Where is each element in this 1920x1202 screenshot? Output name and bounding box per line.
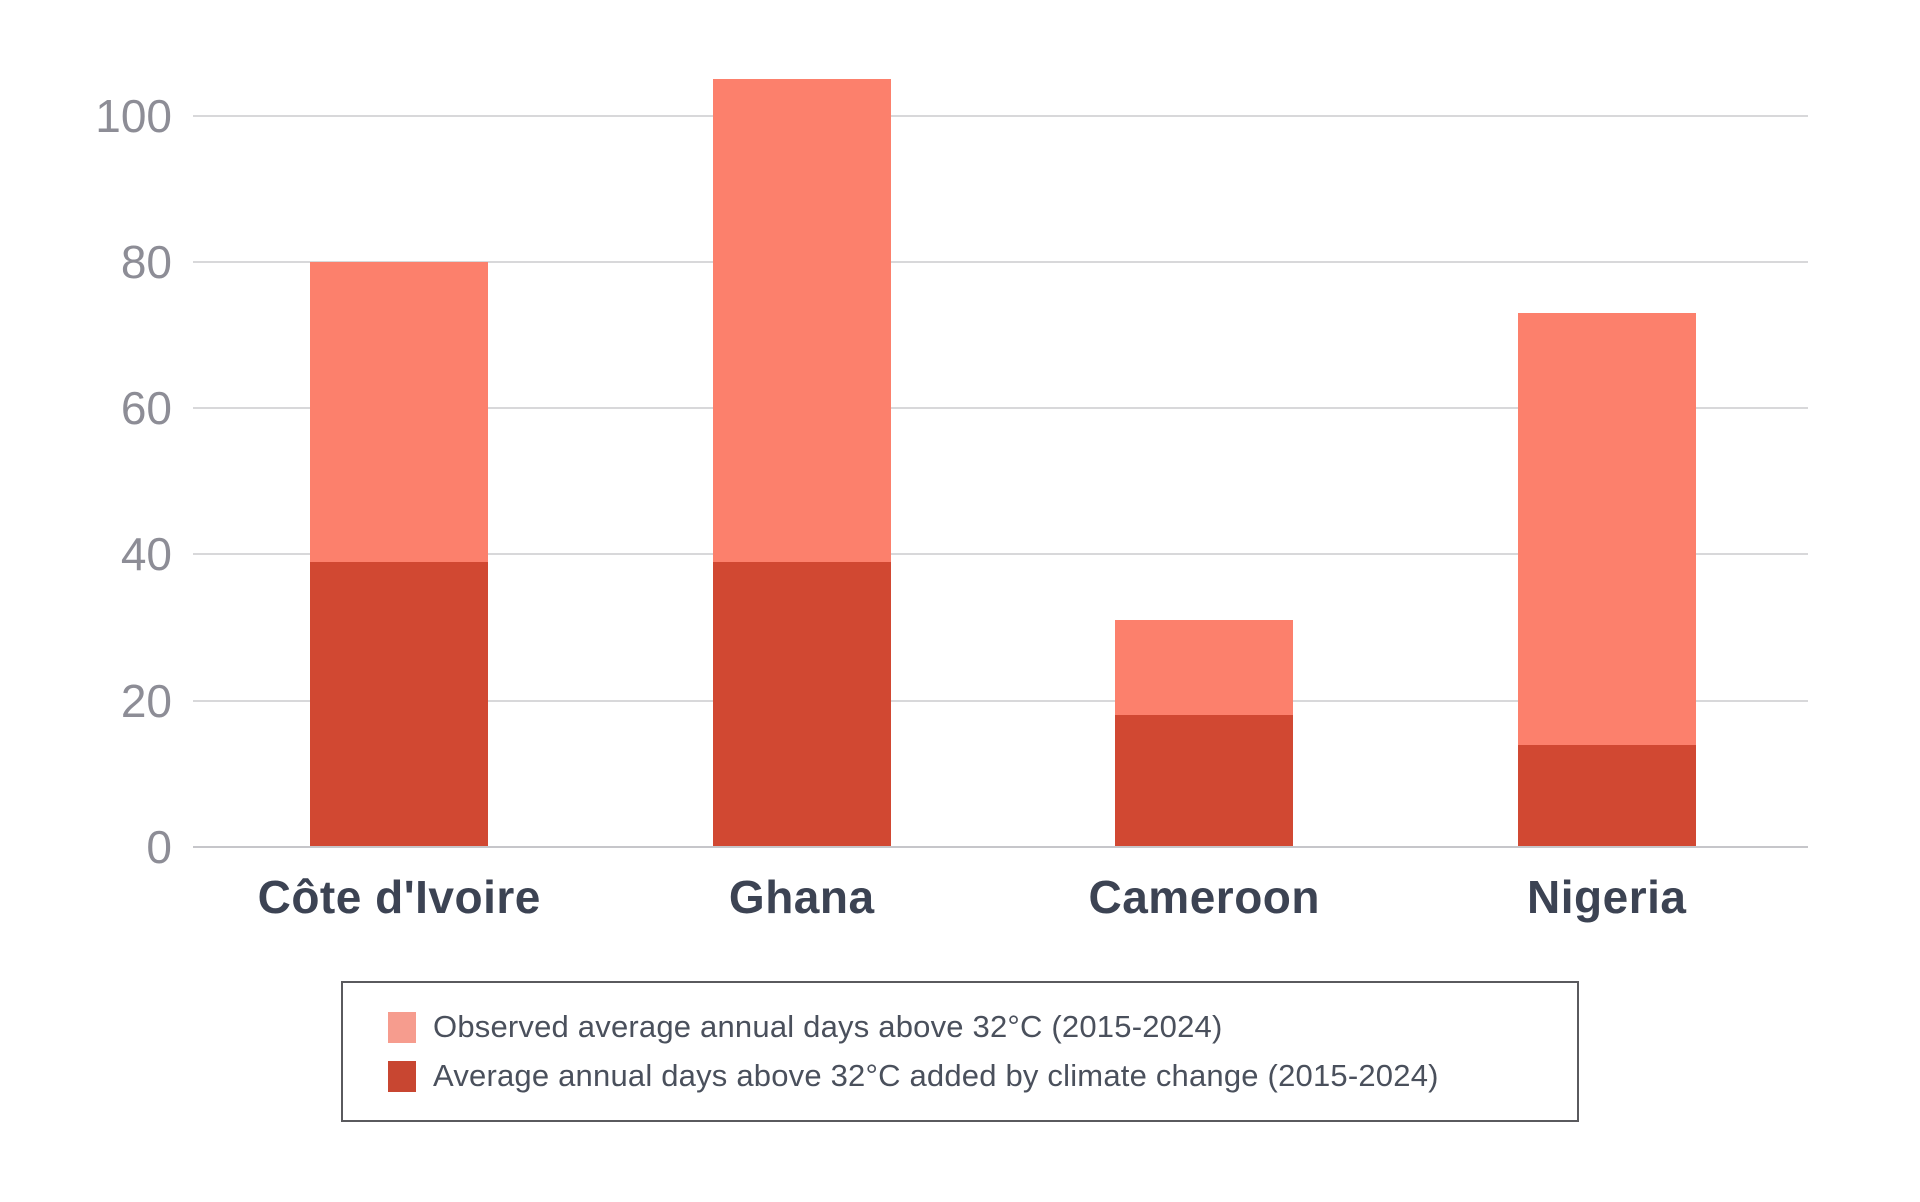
legend: Observed average annual days above 32°C …	[341, 981, 1579, 1122]
legend-label-added-by-climate-change: Average annual days above 32°C added by …	[433, 1058, 1439, 1093]
y-tick-label-60: 60	[120, 382, 172, 435]
gridline-y-60	[193, 407, 1808, 410]
gridline-y-40	[193, 553, 1808, 556]
legend-item-observed: Observed average annual days above 32°C …	[388, 1009, 1577, 1045]
y-axis: 0 20 40 60 80 100	[0, 57, 172, 870]
bar-added-by-climate-change-ghana	[712, 561, 891, 847]
legend-label-observed: Observed average annual days above 32°C …	[433, 1009, 1223, 1044]
x-category-label-ghana: Ghana	[728, 871, 875, 923]
y-tick-label-40: 40	[120, 528, 172, 581]
y-tick-label-20: 20	[120, 674, 172, 727]
bar-group-ghana	[712, 57, 891, 847]
gridline-y-20	[193, 699, 1808, 702]
x-category-label-cote-d-ivoire: Côte d'Ivoire	[257, 871, 541, 923]
gridline-y-100	[193, 114, 1808, 117]
legend-swatch-added-by-climate-change	[388, 1060, 416, 1092]
legend-item-added-by-climate-change: Average annual days above 32°C added by …	[388, 1058, 1577, 1094]
plot-area	[193, 57, 1808, 848]
bar-group-nigeria	[1517, 57, 1696, 847]
x-axis-baseline	[193, 846, 1808, 848]
bar-added-by-climate-change-nigeria	[1517, 744, 1696, 847]
y-tick-label-0: 0	[146, 821, 172, 873]
bar-added-by-climate-change-cameroon	[1115, 715, 1294, 847]
y-tick-label-80: 80	[120, 235, 172, 288]
x-category-label-nigeria: Nigeria	[1527, 871, 1687, 923]
bar-group-cote-d-ivoire	[310, 57, 489, 847]
x-category-label-cameroon: Cameroon	[1088, 871, 1320, 923]
x-axis: Côte d'Ivoire Ghana Cameroon Nigeria	[198, 868, 1808, 928]
bar-added-by-climate-change-cote-d-ivoire	[310, 561, 489, 847]
y-tick-label-100: 100	[95, 89, 172, 142]
legend-swatch-observed	[388, 1011, 416, 1043]
bar-group-cameroon	[1115, 57, 1294, 847]
gridline-y-80	[193, 260, 1808, 263]
